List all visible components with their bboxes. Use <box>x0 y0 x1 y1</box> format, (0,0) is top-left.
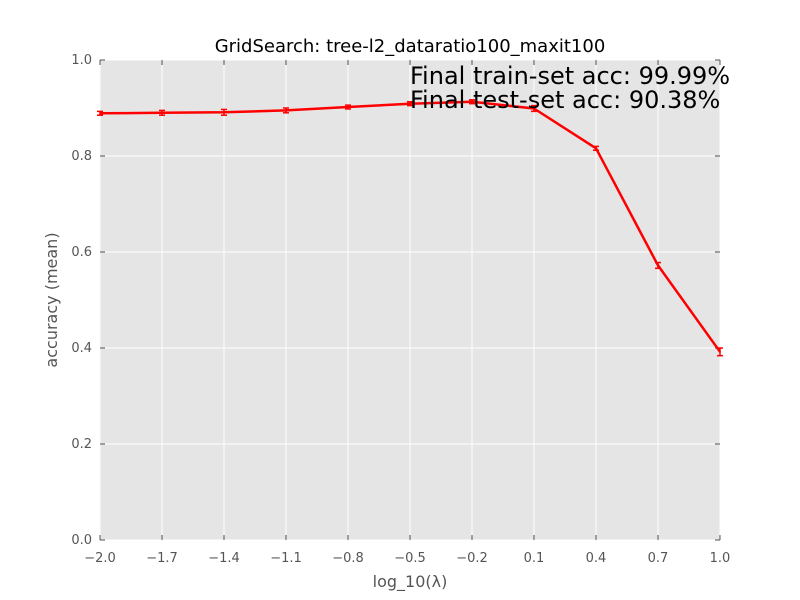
series-line <box>99 100 722 353</box>
y-tick-labels: 0.0 0.2 0.4 0.6 0.8 1.0 <box>71 53 92 548</box>
error-bars <box>97 99 723 357</box>
x-tick-label: 0.1 <box>524 551 545 566</box>
x-tick-label: 0.7 <box>648 551 669 566</box>
chart-title: GridSearch: tree-l2_dataratio100_maxit10… <box>215 36 606 57</box>
x-tick-label: −2.0 <box>84 551 116 566</box>
y-tick-label: 0.2 <box>71 437 92 452</box>
grid-lines <box>99 59 721 541</box>
x-axis-label: log_10(λ) <box>373 572 448 592</box>
y-tick-label: 0.0 <box>71 533 92 548</box>
x-tick-label: −0.5 <box>394 551 426 566</box>
x-tick-label: −1.7 <box>146 551 178 566</box>
x-tick-label: −0.2 <box>456 551 488 566</box>
x-tick-label: −1.1 <box>270 551 302 566</box>
test-accuracy-annotation: Final test-set acc: 90.38% <box>410 86 720 114</box>
y-tick-label: 0.6 <box>71 245 92 260</box>
x-tick-labels: −2.0 −1.7 −1.4 −1.1 −0.8 −0.5 −0.2 0.1 0.4 0.7 1.0 <box>84 551 730 566</box>
y-tick-label: 1.0 <box>71 53 92 68</box>
y-tick-label: 0.4 <box>71 341 92 356</box>
train-accuracy-annotation: Final train-set acc: 99.99% <box>410 62 730 90</box>
x-tick-label: 0.4 <box>586 551 607 566</box>
y-tick-label: 0.8 <box>71 149 92 164</box>
x-tick-label: −0.8 <box>332 551 364 566</box>
axis-ticks <box>99 59 721 541</box>
y-axis-label: accuracy (mean) <box>42 232 61 367</box>
x-tick-label: −1.4 <box>208 551 240 566</box>
x-tick-label: 1.0 <box>710 551 731 566</box>
